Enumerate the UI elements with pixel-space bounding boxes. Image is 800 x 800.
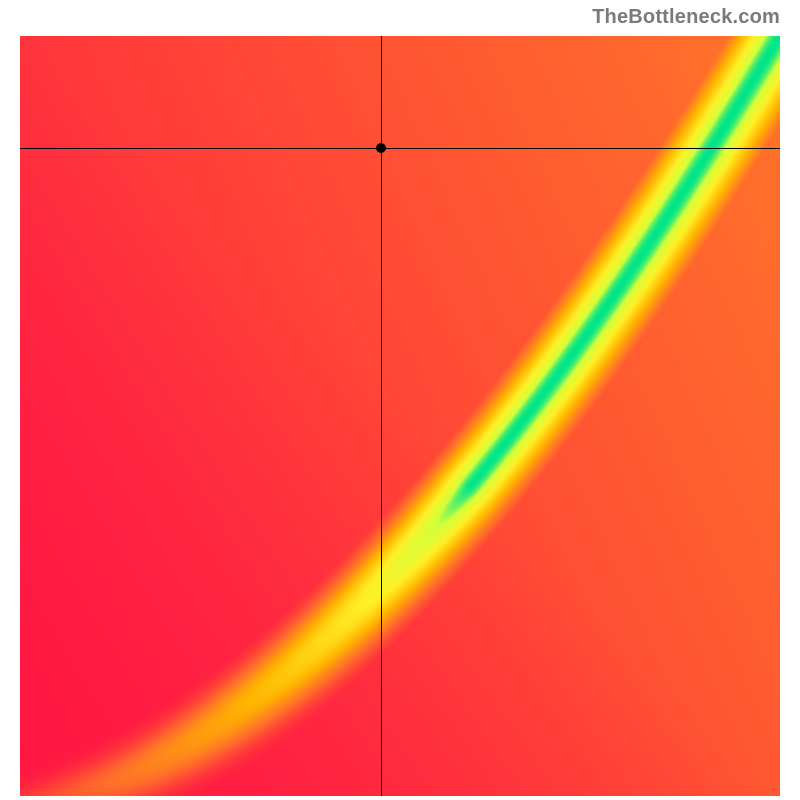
crosshair-horizontal [20,148,780,149]
heatmap-canvas [20,36,780,796]
attribution-text: TheBottleneck.com [592,6,780,29]
crosshair-marker [376,143,386,153]
heatmap-container [20,36,780,796]
